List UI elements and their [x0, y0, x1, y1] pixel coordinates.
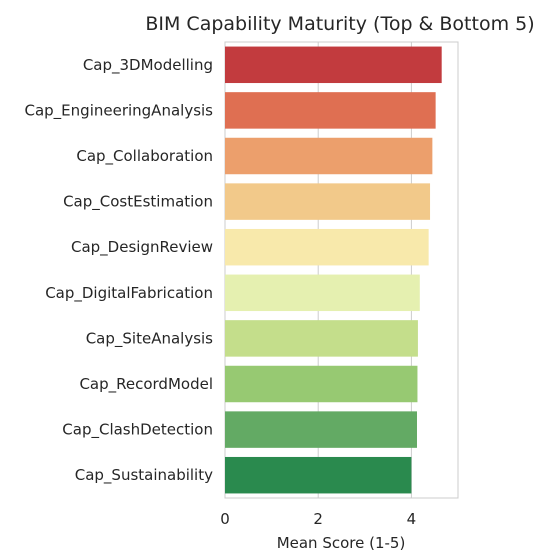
bar: [225, 46, 442, 84]
bar: [225, 228, 429, 266]
x-tick-label: 0: [220, 510, 230, 528]
bar: [225, 365, 418, 403]
x-axis-label: Mean Score (1-5): [277, 534, 406, 552]
category-label: Cap_EngineeringAnalysis: [25, 101, 214, 120]
category-label: Cap_DigitalFabrication: [45, 284, 213, 303]
bar: [225, 137, 433, 175]
category-label: Cap_Collaboration: [76, 147, 213, 166]
x-tick-label: 4: [407, 510, 417, 528]
bar: [225, 183, 431, 220]
bar: [225, 274, 420, 312]
bars: [225, 46, 442, 494]
bar: [225, 456, 412, 494]
category-label: Cap_ClashDetection: [62, 421, 213, 440]
x-tick-labels: 0 2 4: [220, 510, 416, 528]
category-label: Cap_CostEstimation: [63, 193, 213, 212]
category-label: Cap_DesignReview: [71, 238, 213, 257]
category-label: Cap_SiteAnalysis: [86, 329, 213, 348]
category-label: Cap_RecordModel: [79, 375, 213, 394]
category-label: Cap_3DModelling: [83, 56, 213, 75]
bar: [225, 92, 436, 129]
bar: [225, 320, 418, 357]
category-labels: Cap_3DModelling Cap_EngineeringAnalysis Ca…: [25, 56, 214, 485]
x-tick-label: 2: [313, 510, 323, 528]
bar: [225, 411, 417, 448]
chart-title: BIM Capability Maturity (Top & Bottom 5): [145, 13, 534, 35]
category-label: Cap_Sustainability: [75, 466, 213, 485]
